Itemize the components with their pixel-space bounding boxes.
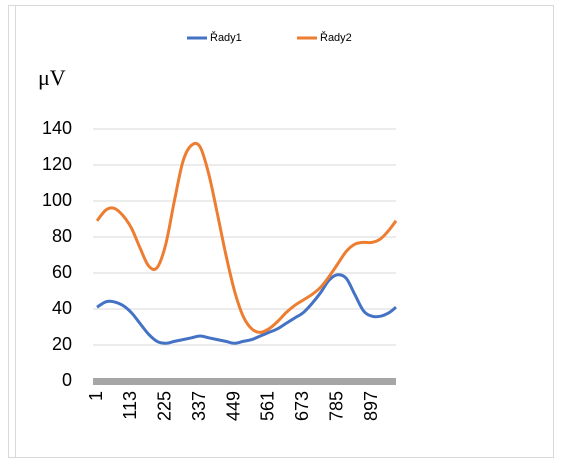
legend-label: Řady1	[210, 31, 242, 44]
series-line	[95, 141, 398, 334]
x-tick-label: 337	[189, 391, 209, 421]
x-tick-label: 897	[361, 391, 381, 421]
x-tick-label: 673	[292, 391, 312, 421]
y-tick-label: 80	[52, 226, 72, 246]
x-tick-label: 449	[223, 391, 243, 421]
y-tick-label: 0	[62, 370, 72, 390]
chart-frame	[8, 5, 554, 458]
y-tick-label: 100	[42, 190, 72, 210]
y-tick-label: 120	[42, 154, 72, 174]
y-tick-label: 40	[52, 298, 72, 318]
y-tick-label: 20	[52, 334, 72, 354]
series-line	[96, 273, 397, 345]
y-tick-label: 140	[42, 118, 72, 138]
x-tick-label: 1	[86, 391, 106, 401]
x-tick-label: 225	[155, 391, 175, 421]
legend-label: Řady2	[320, 31, 352, 44]
x-tick-label: 113	[120, 391, 140, 420]
y-axis-label: μV	[38, 65, 66, 90]
x-tick-label: 561	[258, 391, 278, 421]
x-tick-label: 785	[326, 391, 346, 421]
x-axis	[93, 378, 396, 385]
y-tick-label: 60	[52, 262, 72, 282]
